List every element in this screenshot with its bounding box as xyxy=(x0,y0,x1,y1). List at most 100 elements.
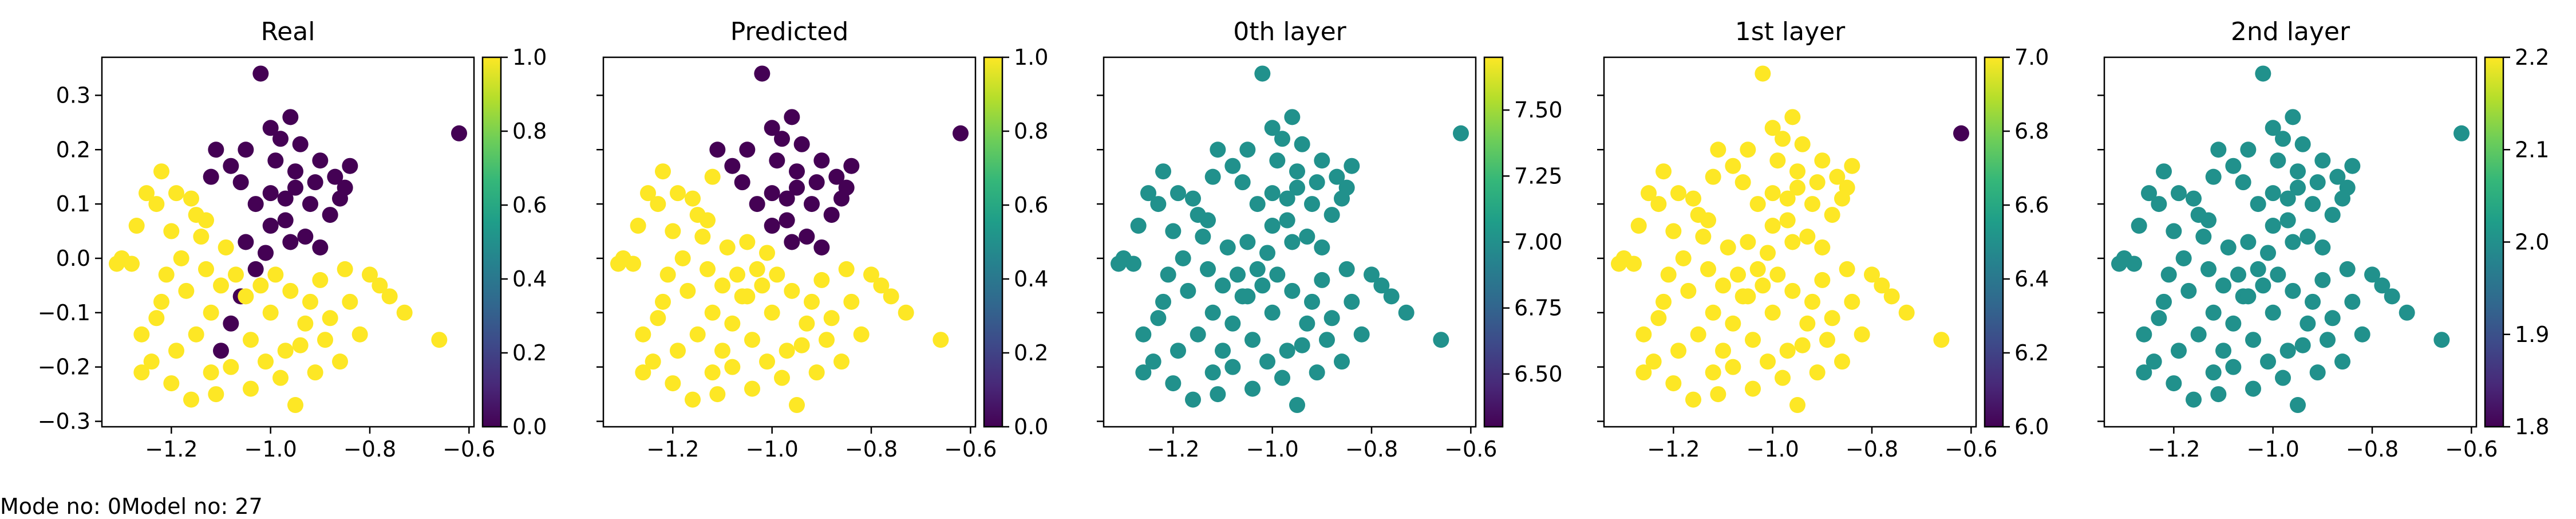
data-point xyxy=(133,326,150,343)
data-point xyxy=(843,293,860,310)
data-point xyxy=(2275,369,2291,386)
data-point xyxy=(2180,282,2197,299)
colorbar-tick-label: 6.50 xyxy=(1514,361,1563,387)
panel-5: 2nd layer −1.2 −1.0 −0.8 −0.6 1.8 1.9 2.0 2.1 2.2 xyxy=(2097,17,2549,462)
data-point xyxy=(2141,185,2157,202)
data-point xyxy=(1130,218,1147,234)
scatter-points xyxy=(610,65,969,414)
data-point xyxy=(2225,158,2242,174)
data-point xyxy=(1740,288,1756,305)
data-point xyxy=(1779,212,1796,229)
data-point xyxy=(1274,131,1290,147)
data-point xyxy=(1764,120,1781,136)
data-point xyxy=(247,196,264,213)
data-point xyxy=(833,353,850,370)
data-point xyxy=(262,218,279,234)
y-tick-label: 0.2 xyxy=(56,137,90,162)
data-point xyxy=(223,315,239,332)
data-point xyxy=(744,380,760,397)
data-point xyxy=(843,158,860,174)
data-point xyxy=(232,174,249,191)
data-point xyxy=(1665,223,1682,239)
data-point xyxy=(640,185,656,202)
data-point xyxy=(1685,391,1701,408)
data-point xyxy=(685,391,701,408)
data-point xyxy=(1135,364,1152,381)
data-point xyxy=(1794,337,1811,353)
data-point xyxy=(665,223,681,239)
data-point xyxy=(2290,397,2306,414)
data-point xyxy=(2300,315,2316,332)
data-point xyxy=(1289,179,1305,196)
data-point xyxy=(1650,310,1667,327)
data-point xyxy=(1204,168,1221,185)
data-point xyxy=(2215,343,2231,359)
x-tick-label: −1.0 xyxy=(746,437,799,462)
data-point xyxy=(1165,223,1182,239)
data-point xyxy=(2245,380,2261,397)
data-point xyxy=(2200,261,2217,277)
data-point xyxy=(292,136,309,152)
data-point xyxy=(1135,326,1152,343)
data-point xyxy=(1234,174,1251,191)
data-point xyxy=(1824,310,1840,327)
data-point xyxy=(302,196,318,213)
data-point xyxy=(1239,234,1256,250)
data-point xyxy=(2190,326,2207,343)
x-tick-label: −0.6 xyxy=(2445,437,2498,462)
data-point xyxy=(1224,158,1241,174)
data-point xyxy=(178,282,195,299)
data-point xyxy=(2270,266,2286,283)
data-point xyxy=(168,185,184,202)
data-point xyxy=(2250,196,2266,213)
axes-frame xyxy=(1603,56,1977,428)
data-point xyxy=(1769,266,1786,283)
data-point xyxy=(2324,310,2341,327)
data-point xyxy=(1690,326,1706,343)
data-point xyxy=(1779,190,1796,207)
data-point xyxy=(1309,174,1325,191)
data-point xyxy=(739,288,756,305)
data-point xyxy=(1715,343,1731,359)
data-point xyxy=(282,234,299,250)
data-point xyxy=(789,179,805,196)
data-point xyxy=(1675,250,1692,266)
data-point xyxy=(332,353,348,370)
data-point xyxy=(153,293,169,310)
data-point xyxy=(2156,163,2172,180)
x-tick-label: −1.0 xyxy=(2247,437,2300,462)
data-point xyxy=(228,266,244,283)
data-point xyxy=(1319,332,1335,348)
data-point xyxy=(1244,380,1261,397)
data-point xyxy=(1656,163,1672,180)
data-point xyxy=(2324,207,2341,223)
scatter-points xyxy=(2111,65,2470,414)
data-point xyxy=(1784,109,1801,125)
panel-title: 0th layer xyxy=(1233,17,1346,46)
x-tick-label: −1.2 xyxy=(1147,437,1199,462)
data-point xyxy=(1769,152,1786,169)
x-tick-label: −1.0 xyxy=(1747,437,1799,462)
data-point xyxy=(1323,310,1340,327)
data-point xyxy=(700,212,716,229)
data-point xyxy=(808,364,825,381)
data-point xyxy=(724,359,741,375)
data-point xyxy=(828,168,845,185)
colorbar xyxy=(983,56,1003,428)
data-point xyxy=(744,332,760,348)
data-point xyxy=(714,343,730,359)
data-point xyxy=(332,190,348,207)
data-point xyxy=(1720,239,1736,255)
colorbar-tick-label: 1.0 xyxy=(512,45,547,70)
data-point xyxy=(158,266,175,283)
data-point xyxy=(754,277,771,294)
data-point xyxy=(1160,266,1176,283)
data-point xyxy=(789,397,805,414)
data-point xyxy=(1344,158,1360,174)
data-point xyxy=(1294,337,1310,353)
data-point xyxy=(1264,120,1281,136)
panel-3: 0th layer −1.2 −1.0 −0.8 −0.6 6.50 6.75 7.00 7.2… xyxy=(1097,17,1563,462)
data-point xyxy=(2245,332,2261,348)
data-point xyxy=(223,158,239,174)
